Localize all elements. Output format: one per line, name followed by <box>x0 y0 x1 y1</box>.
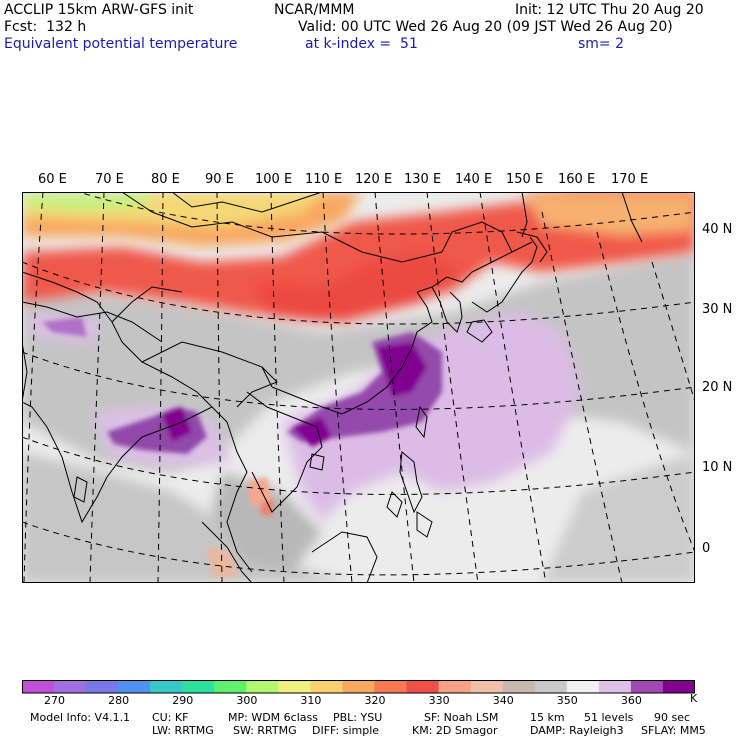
longitude-label: 130 E <box>404 172 442 187</box>
footer-item: SFLAY: MM5 <box>641 724 706 737</box>
colorbar-tick-label: 310 <box>300 694 322 707</box>
equivalent-potential-temperature-map <box>22 192 695 583</box>
footer-item: CU: KF <box>152 711 189 724</box>
colorbar-tick-label: 270 <box>44 694 66 707</box>
colorbar-tick-label: 360 <box>620 694 642 707</box>
model-title: ACCLIP 15km ARW-GFS init <box>4 2 194 18</box>
footer-item: 51 levels <box>584 711 634 724</box>
colorbar-cell <box>182 680 215 693</box>
colorbar-cell <box>502 680 536 693</box>
footer-item: SW: RRTMG <box>233 724 297 737</box>
longitude-label: 60 E <box>38 172 67 187</box>
longitude-label: 100 E <box>255 172 293 187</box>
map-frame <box>22 192 695 583</box>
colorbar-cell <box>566 680 600 693</box>
colorbar-tick-label: 280 <box>108 694 130 707</box>
longitude-label: 140 E <box>455 172 493 187</box>
colorbar-tick-label: 330 <box>428 694 450 707</box>
vertical-level: at k-index = 51 <box>305 36 418 52</box>
latitude-label: 40 N <box>702 222 733 237</box>
init-time: Init: 12 UTC Thu 20 Aug 20 <box>515 2 704 18</box>
longitude-label: 80 E <box>151 172 180 187</box>
colorbar-cell <box>374 680 408 693</box>
colorbar-cell <box>86 680 119 693</box>
forecast-hour: Fcst: 132 h <box>4 19 87 35</box>
colorbar-cell <box>54 680 87 693</box>
colorbar-cell <box>214 680 247 693</box>
longitude-label: 120 E <box>355 172 393 187</box>
coastlines <box>22 192 643 583</box>
colorbar-cell <box>278 680 311 693</box>
colorbar-tick-label: 320 <box>364 694 386 707</box>
graticule <box>22 192 695 583</box>
colorbar-cell <box>662 680 695 693</box>
colorbar-cell <box>22 680 55 693</box>
footer-item: KM: 2D Smagor <box>412 724 498 737</box>
valid-time: Valid: 00 UTC Wed 26 Aug 20 (09 JST Wed … <box>298 19 673 35</box>
colorbar-cell <box>342 680 376 693</box>
latitude-label: 20 N <box>702 380 733 395</box>
variable-name: Equivalent potential temperature <box>4 36 238 52</box>
footer-item: Model Info: V4.1.1 <box>30 711 131 724</box>
longitude-label: 150 E <box>506 172 544 187</box>
colorbar-cell <box>246 680 279 693</box>
colorbar-tick-label: 350 <box>556 694 578 707</box>
colorbar-cell <box>150 680 183 693</box>
footer-item: PBL: YSU <box>333 711 383 724</box>
colorbar-cell <box>438 680 472 693</box>
colorbar-tick-label: 300 <box>236 694 258 707</box>
longitude-label: 110 E <box>305 172 343 187</box>
latitude-label: 30 N <box>702 302 733 317</box>
footer-item: DIFF: simple <box>312 724 380 737</box>
longitude-label: 170 E <box>611 172 649 187</box>
longitude-label: 160 E <box>558 172 596 187</box>
colorbar-tick-label: 340 <box>492 694 514 707</box>
colorbar-unit: K <box>690 692 698 705</box>
footer-item: LW: RRTMG <box>152 724 214 737</box>
colorbar <box>22 680 695 694</box>
longitude-label: 90 E <box>205 172 234 187</box>
footer-item: MP: WDM 6class <box>228 711 318 724</box>
colorbar-cell <box>598 680 632 693</box>
organization: NCAR/MMM <box>274 2 355 18</box>
footer-item: SF: Noah LSM <box>424 711 499 724</box>
colorbar-cell <box>118 680 151 693</box>
colorbar-cell <box>534 680 568 693</box>
footer-item: 15 km <box>530 711 565 724</box>
footer-item: DAMP: Rayleigh3 <box>530 724 624 737</box>
footer-item: 90 sec <box>654 711 691 724</box>
field-yellow-band <box>22 192 695 247</box>
colorbar-tick-label: 290 <box>172 694 194 707</box>
latitude-label: 10 N <box>702 460 733 475</box>
colorbar-cell <box>470 680 504 693</box>
colorbar-cell <box>630 680 664 693</box>
field-red-band <box>22 192 695 322</box>
longitude-label: 70 E <box>95 172 124 187</box>
colorbar-cell <box>310 680 343 693</box>
smoothing: sm= 2 <box>578 36 625 52</box>
colorbar-cell <box>406 680 440 693</box>
latitude-label: 0 <box>702 541 711 556</box>
